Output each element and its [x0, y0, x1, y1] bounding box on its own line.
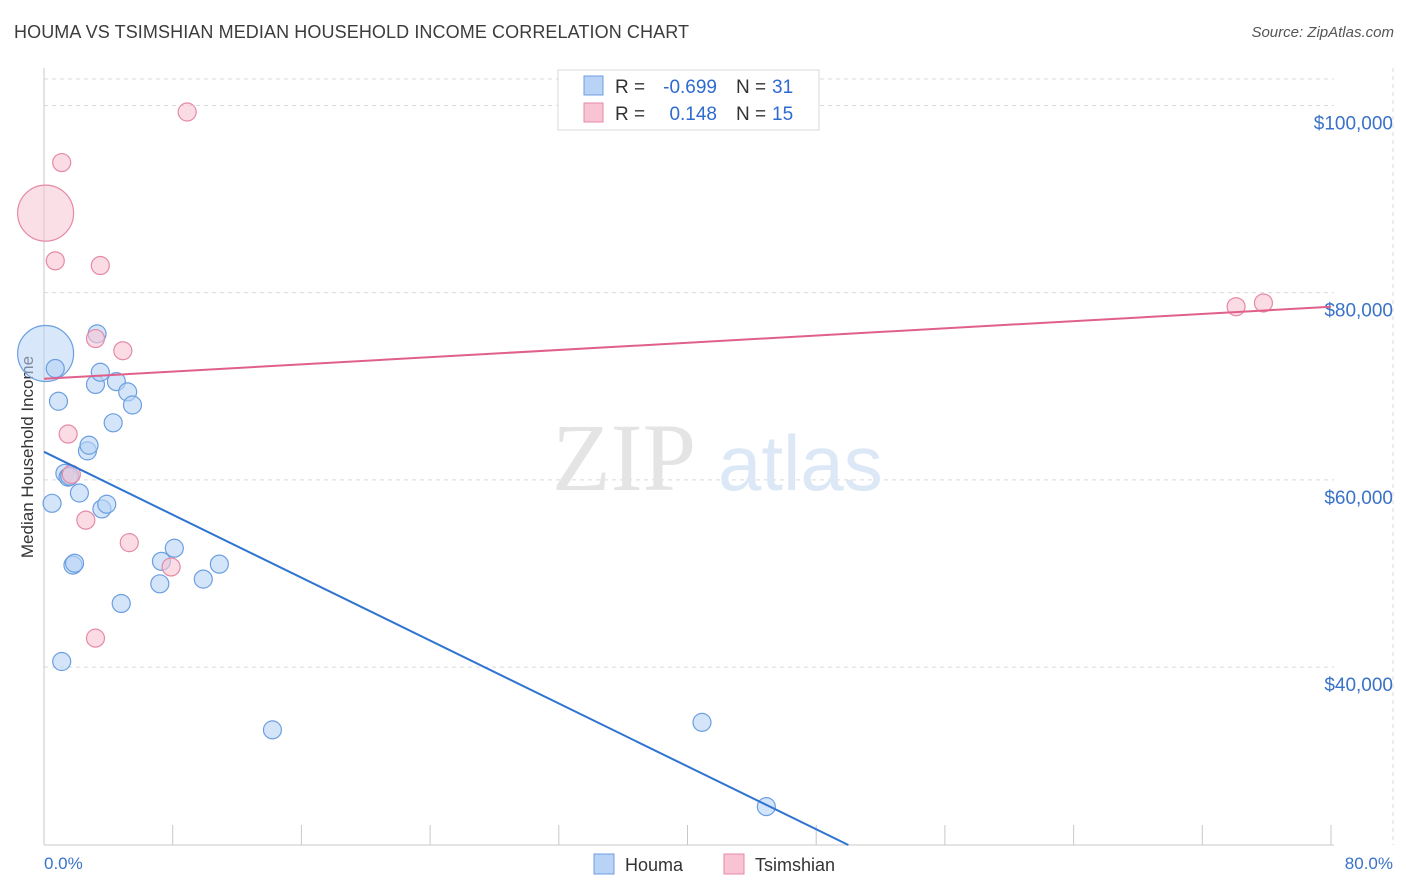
tsimshian-point: [58, 424, 78, 444]
tsimshian-point: [113, 341, 133, 361]
watermark-atlas: atlas: [718, 419, 883, 507]
bottom-legend: Houma Tsimshian: [593, 853, 835, 875]
x-tick-label-end: 80.0%: [1345, 854, 1393, 873]
tsimshian-point: [85, 328, 106, 349]
houma-point: [150, 574, 170, 594]
gridlines: [44, 68, 1394, 845]
y-tick-label: $40,000: [1324, 675, 1393, 696]
houma-point: [17, 324, 75, 383]
y-tick-labels: $40,000 $60,000 $80,000 $100,000: [1314, 113, 1393, 696]
houma-point: [48, 391, 69, 411]
x-tick-label-start: 0.0%: [44, 854, 83, 873]
x-ticks: [43, 825, 1332, 845]
legend-houma-n-value: 31: [772, 77, 793, 98]
chart-title: HOUMA VS TSIMSHIAN MEDIAN HOUSEHOLD INCO…: [14, 22, 690, 42]
correlation-legend: R = -0.699 N = 31 R = 0.148 N = 15: [557, 69, 820, 131]
houma-point: [122, 395, 143, 415]
houma-point: [69, 483, 89, 503]
houma-point: [90, 362, 110, 382]
houma-point: [209, 554, 229, 574]
legend-houma-n-label: N =: [736, 77, 766, 98]
watermark: ZIP atlas: [552, 404, 883, 511]
houma-points: [17, 324, 776, 817]
houma-point: [756, 797, 776, 817]
tsimshian-point: [1253, 293, 1274, 313]
legend-tsimshian-r-label: R =: [615, 104, 645, 125]
houma-point: [262, 720, 283, 740]
houma-point: [45, 358, 65, 379]
y-tick-label: $80,000: [1324, 301, 1393, 322]
houma-point: [193, 569, 213, 589]
houma-point: [103, 413, 123, 433]
tsimshian-point: [90, 255, 110, 276]
source-label: Source: ZipAtlas.com: [1251, 24, 1394, 41]
tsimshian-point: [52, 152, 72, 173]
bottom-legend-tsimshian-swatch: [723, 853, 745, 875]
tsimshian-trend-line: [43, 305, 1332, 380]
houma-point: [692, 712, 712, 732]
tsimshian-point: [85, 628, 106, 648]
bottom-legend-houma-label: Houma: [625, 855, 684, 875]
y-tick-label: $100,000: [1314, 113, 1393, 134]
tsimshian-point: [76, 510, 96, 530]
tsimshian-points: [17, 102, 1274, 648]
tsimshian-point: [17, 184, 75, 242]
y-tick-label: $60,000: [1324, 488, 1393, 509]
tsimshian-point: [177, 102, 197, 122]
tsimshian-point: [119, 533, 139, 553]
bottom-legend-houma-swatch: [593, 853, 615, 875]
legend-houma-r-value: -0.699: [663, 77, 717, 98]
houma-trend-line: [43, 450, 849, 846]
tsimshian-point: [161, 557, 181, 577]
houma-point: [52, 651, 72, 672]
houma-point: [42, 493, 62, 513]
houma-point: [97, 494, 117, 514]
legend-tsimshian-n-label: N =: [736, 104, 766, 125]
houma-point: [64, 553, 85, 573]
tsimshian-point: [45, 251, 65, 271]
houma-point: [111, 593, 131, 614]
legend-tsimshian-swatch: [583, 102, 604, 123]
bottom-legend-tsimshian-label: Tsimshian: [755, 855, 835, 875]
houma-point: [79, 435, 99, 455]
legend-tsimshian-n-value: 15: [772, 104, 793, 125]
watermark-zip: ZIP: [552, 404, 696, 511]
houma-point: [164, 538, 184, 558]
legend-tsimshian-r-value: 0.148: [669, 104, 717, 125]
legend-houma-swatch: [583, 75, 604, 96]
y-axis-title: Median Household Income: [18, 356, 37, 558]
legend-houma-r-label: R =: [615, 77, 645, 98]
